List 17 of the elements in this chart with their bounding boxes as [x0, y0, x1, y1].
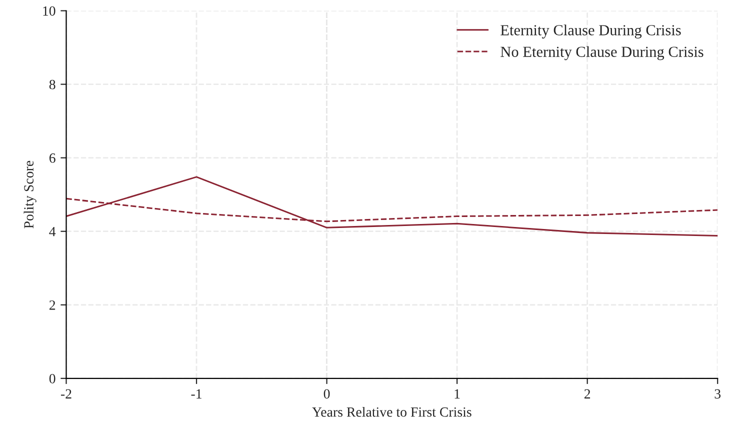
y-tick-label: 10 [43, 6, 56, 16]
x-tick-label: 3 [714, 389, 721, 399]
y-tick-label: 0 [49, 374, 56, 384]
y-tick-label: 4 [49, 227, 56, 236]
line-series [66, 176, 718, 237]
x-axis-title: Years Relative to First Crisis [312, 406, 472, 417]
x-tick-label: 1 [454, 389, 460, 398]
legend-label: No Eternity Clause During Crisis [500, 46, 704, 60]
x-tick-label: 2 [584, 389, 590, 398]
y-tick-label: 6 [49, 153, 56, 163]
x-tick-label: 0 [324, 389, 330, 399]
x-tick-label: -2 [60, 389, 72, 398]
x-tick-label: -1 [191, 389, 202, 398]
y-tick-label: 8 [49, 80, 56, 90]
y-tick-label: 2 [49, 300, 56, 310]
legend-label: Eternity Clause During Crisis [500, 24, 681, 38]
y-axis-title: Polity Score [24, 160, 36, 228]
